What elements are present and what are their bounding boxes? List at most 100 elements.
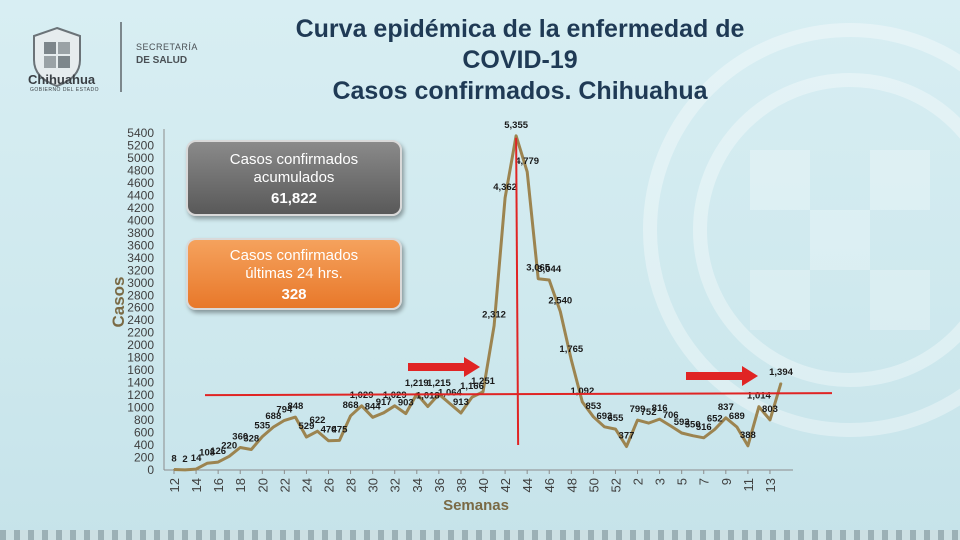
data-point [338,439,341,442]
data-label: 5,355 [504,120,528,131]
data-label: 799 [630,404,646,415]
arrow-head [464,357,480,377]
data-label: 516 [696,422,712,433]
x-axis-ticks: 12 14 16 18 20 22 24 26 28 30 32 34 36 38 40 42 44 46 48 50… [167,470,778,514]
title-line-3: Casos confirmados. Chihuahua [332,77,708,105]
y-tick-label: 4400 [127,188,154,202]
data-point [460,412,462,414]
y-tick-label: 3400 [127,251,154,265]
data-point [482,391,484,393]
title-line-2: COVID-19 [462,46,578,74]
logo-subtext: GOBIERNO DEL ESTADO [30,87,99,93]
x-tick-label: 18 [233,478,248,492]
data-point [294,416,297,418]
chart-overlay [204,137,833,446]
data-point [570,359,573,361]
data-point [713,428,716,431]
data-point [404,412,407,415]
data-label: 1,166 [460,381,484,392]
data-point [360,404,363,407]
data-point [515,135,517,137]
x-tick-label: 28 [344,478,359,492]
x-tick-label: 32 [388,478,403,492]
data-label: 2,312 [482,310,506,321]
data-point [349,415,352,417]
x-tick-label: 9 [719,478,734,485]
x-tick-label: 36 [432,478,447,492]
data-point [725,416,727,419]
data-label: 4,362 [493,182,517,193]
data-label: 470 [321,425,337,436]
x-tick-label: 46 [542,478,557,492]
data-point [747,444,749,447]
data-label: 853 [585,401,601,412]
data-label: 706 [663,410,679,421]
data-point [427,405,429,408]
arrow-head [742,366,758,386]
data-point [173,468,175,471]
state-seal-watermark [643,23,960,437]
x-tick-label: 30 [366,478,381,492]
y-tick-label: 1200 [127,388,154,402]
y-tick-label: 200 [134,451,154,465]
data-point [603,425,606,428]
data-point [636,419,639,421]
data-label: 8 [171,454,176,465]
y-tick-label: 2200 [127,326,154,340]
data-label: 2 [182,454,187,465]
data-label: 655 [608,413,625,424]
data-label: 360 [232,432,248,443]
arrow-shaft [686,372,742,380]
data-point [239,446,242,449]
data-label: 1,215 [427,378,451,389]
data-point [283,419,286,422]
data-label: 550 [685,420,701,431]
data-point [780,382,782,384]
data-label: 475 [332,424,349,435]
data-point [228,455,230,458]
x-tick-label: 5 [675,478,690,485]
last-24h-value: 328 [281,286,307,303]
data-label: 1,092 [570,386,594,397]
data-point [471,396,473,399]
y-tick-label: 3200 [127,263,154,277]
x-tick-label: 14 [189,478,204,492]
data-point [305,436,308,438]
data-label: 917 [376,397,392,408]
coat-of-arms-icon [33,26,81,88]
x-tick-label: 3 [653,478,668,485]
data-label: 622 [310,415,326,426]
data-point [769,419,771,421]
y-tick-label: 2400 [127,313,154,327]
data-label: 4,779 [515,156,539,167]
data-point [184,469,186,471]
x-axis-title: Semanas [443,497,509,514]
last-24h-cases-box: Casos confirmados últimas 24 hrs. 328 [186,238,402,310]
x-tick-label: 24 [299,478,314,492]
cumulative-label-1: Casos confirmados [229,151,359,168]
data-label: 126 [210,446,226,457]
y-tick-label: 2000 [127,338,154,352]
data-point [758,405,760,408]
data-label: 803 [762,404,778,415]
x-tick-label: 44 [520,478,535,492]
data-point [691,434,694,437]
data-label: 1,064 [438,388,462,399]
data-point [217,461,219,463]
logo-text: Chihuahua [28,72,96,87]
data-label: 903 [398,398,414,409]
x-tick-label: 48 [564,478,579,492]
data-label: 837 [718,402,734,413]
y-tick-label: 2800 [127,288,154,302]
x-tick-label: 2 [631,478,646,485]
data-label: 1,219 [405,378,429,389]
x-tick-label: 22 [277,478,292,492]
red-arrow-right [686,366,758,386]
data-label: 388 [740,430,756,441]
data-point [680,432,683,434]
data-label: 1,018 [416,390,440,401]
y-tick-label: 5400 [127,126,154,140]
data-label: 652 [707,413,723,424]
y-tick-label: 4200 [127,201,154,215]
data-point [250,448,253,451]
